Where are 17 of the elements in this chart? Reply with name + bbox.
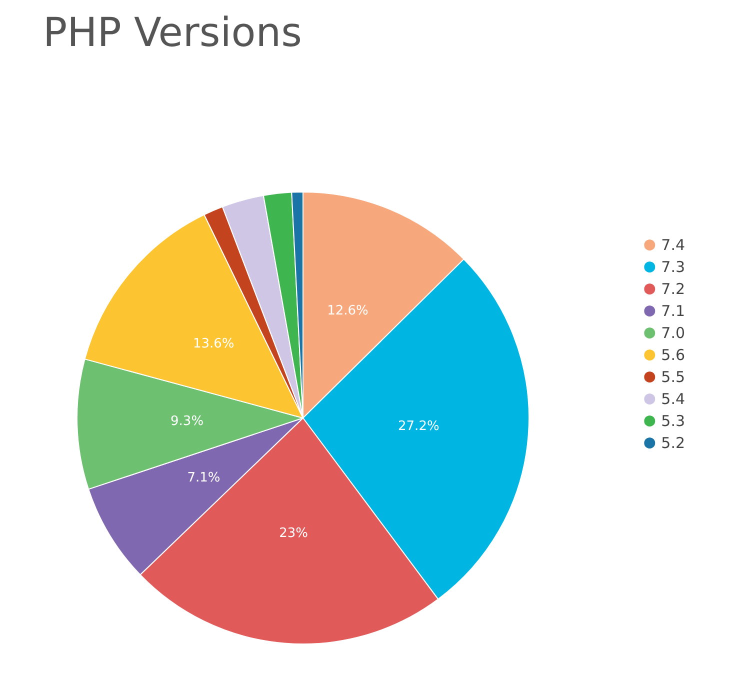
legend-label: 5.6 — [661, 346, 686, 364]
chart-title: PHP Versions — [43, 10, 302, 56]
data-label: 27.2% — [398, 419, 440, 434]
data-label: 12.6% — [327, 303, 368, 318]
data-label: 13.6% — [192, 336, 234, 352]
legend-label: 5.5 — [661, 368, 686, 386]
legend-label: 7.3 — [661, 258, 686, 276]
legend-label: 7.0 — [661, 324, 686, 342]
legend-label: 7.2 — [661, 280, 686, 298]
legend-label: 5.2 — [661, 434, 686, 452]
data-label: 23% — [279, 526, 308, 542]
legend-label: 7.4 — [661, 236, 686, 254]
legend-label: 5.4 — [661, 390, 686, 408]
legend-label: 5.3 — [661, 412, 686, 430]
data-label: 7.1% — [187, 470, 220, 486]
legend-label: 7.1 — [661, 302, 686, 320]
data-label: 9.3% — [170, 414, 204, 429]
